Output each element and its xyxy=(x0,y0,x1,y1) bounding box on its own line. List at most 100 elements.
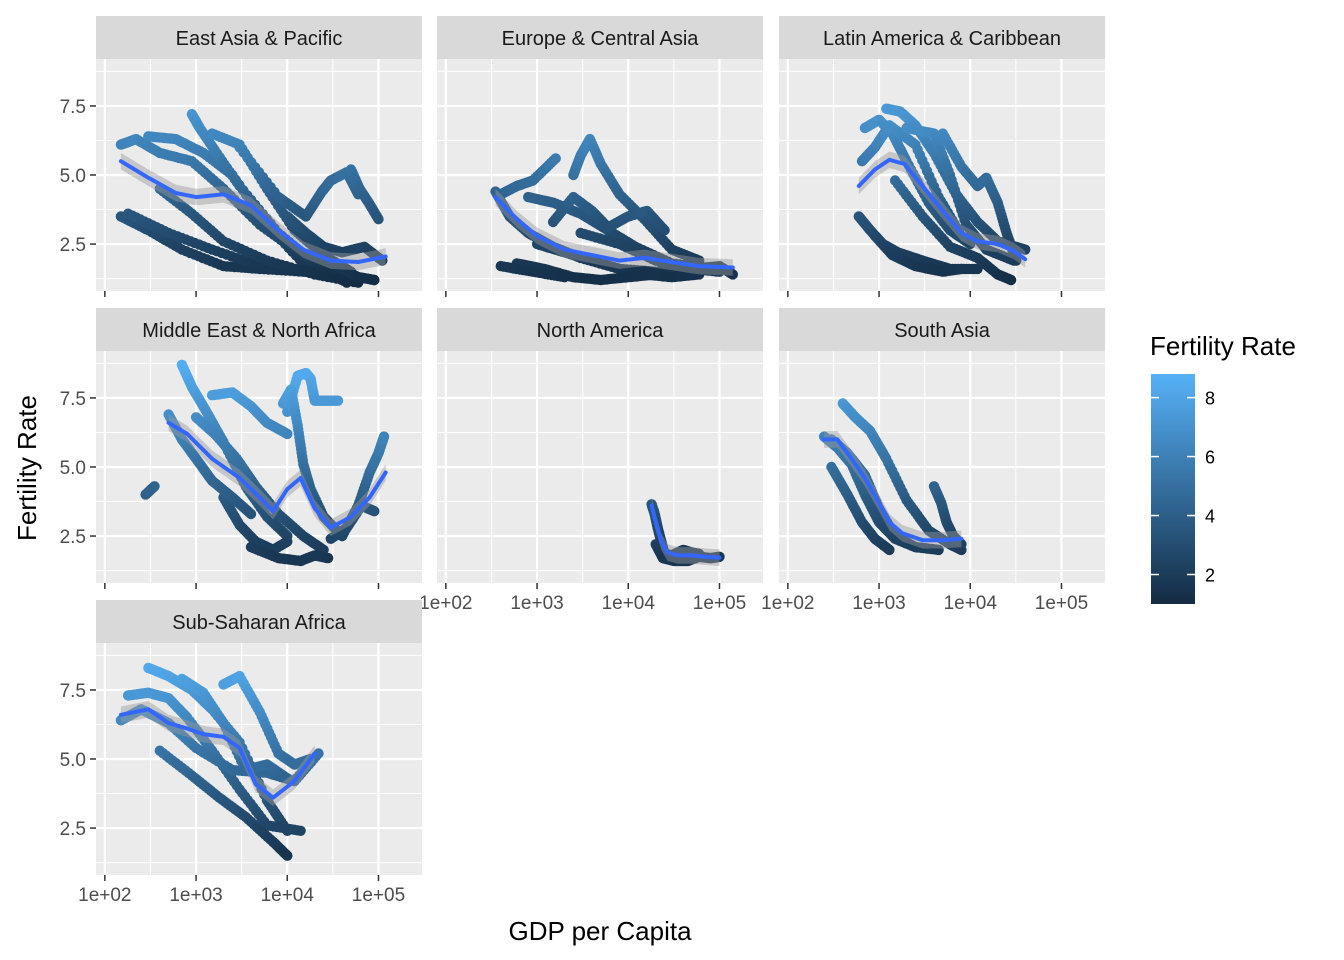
y-axis-title: Fertility Rate xyxy=(12,395,42,541)
color-legend: Fertility Rate 2 4 6 8 xyxy=(1150,331,1296,604)
data-point xyxy=(956,263,967,275)
data-point xyxy=(282,536,293,547)
x-tick-label: 1e+04 xyxy=(261,885,315,906)
smooth-ribbon-north-america xyxy=(651,497,720,566)
legend-tick-label: 8 xyxy=(1205,389,1215,409)
x-tick-label: 1e+03 xyxy=(852,593,905,614)
smooth-line-latin-america-and-caribbean xyxy=(856,157,1028,262)
y-tick-label: 7.5 xyxy=(60,389,86,410)
strip-east-asia-and-pacific xyxy=(96,16,422,59)
smooth-line-sub-saharan-africa xyxy=(118,707,317,800)
strip-label-europe-and-central-asia: Europe & Central Asia xyxy=(502,28,700,50)
points-east-asia-and-pacific xyxy=(115,109,388,288)
y-tick-label: 2.5 xyxy=(60,527,86,548)
y-tick-label: 5.0 xyxy=(60,166,86,187)
points-sub-saharan-africa xyxy=(115,662,324,861)
strip-label-south-asia: South Asia xyxy=(894,320,991,342)
data-point xyxy=(282,428,293,440)
strip-north-america xyxy=(437,308,763,351)
data-point xyxy=(373,214,384,225)
data-point xyxy=(956,539,967,550)
data-point xyxy=(559,272,570,283)
data-point xyxy=(659,225,670,236)
x-tick-label: 1e+02 xyxy=(761,593,814,614)
data-point xyxy=(727,269,738,280)
smooth-ribbon-europe-and-central-asia xyxy=(495,188,733,276)
x-axis-title: GDP per Capita xyxy=(508,916,692,946)
points-europe-and-central-asia xyxy=(490,133,738,286)
panel-middle-east-and-north-africa: Middle East & North Africa 2.5 5.0 7.5 xyxy=(60,308,422,589)
smooth-line-north-america xyxy=(649,503,722,560)
data-point xyxy=(650,269,661,280)
points-middle-east-and-north-africa xyxy=(140,359,390,567)
data-point xyxy=(910,541,921,553)
strip-europe-and-central-asia xyxy=(437,16,763,59)
data-point xyxy=(322,552,334,564)
x-tick-label: 1e+05 xyxy=(693,593,746,614)
data-point xyxy=(884,544,895,556)
data-point xyxy=(933,544,944,556)
data-point xyxy=(245,508,257,520)
data-point xyxy=(149,481,160,492)
data-point xyxy=(1011,255,1022,266)
panel-east-asia-and-pacific: East Asia & Pacific 2.5 5.0 7.5 xyxy=(60,16,422,297)
panel-latin-america-and-caribbean: Latin America & Caribbean xyxy=(779,16,1105,297)
y-tick-label: 7.5 xyxy=(60,681,86,702)
strip-label-sub-saharan-africa: Sub-Saharan Africa xyxy=(172,612,346,634)
smooth-ribbon-south-asia xyxy=(824,431,962,549)
smooth-ribbon-middle-east-and-north-africa xyxy=(168,414,386,536)
legend-ticks: 2 4 6 8 xyxy=(1151,389,1215,586)
data-point xyxy=(714,266,725,277)
facet-panels: East Asia & Pacific 2.5 5.0 7.5 Europe & Cen… xyxy=(60,16,1105,906)
data-point xyxy=(965,238,976,250)
strip-label-middle-east-and-north-africa: Middle East & North Africa xyxy=(142,320,376,342)
smooth-ribbon-east-asia-and-pacific xyxy=(120,152,386,271)
data-point xyxy=(313,748,324,759)
data-point xyxy=(332,395,344,406)
legend-tick-label: 6 xyxy=(1205,448,1215,468)
x-tick-label: 1e+02 xyxy=(78,885,131,906)
data-point xyxy=(369,506,380,517)
legend-tick-label: 2 xyxy=(1205,566,1215,586)
points-latin-america-and-caribbean xyxy=(853,103,1031,286)
legend-tick-label: 4 xyxy=(1205,507,1215,527)
x-tick-label: 1e+04 xyxy=(602,593,656,614)
panel-sub-saharan-africa: Sub-Saharan Africa 2.5 5.0 7.5 1e+02 1e+03 1e+… xyxy=(60,600,422,906)
data-point xyxy=(1019,244,1031,255)
strip-middle-east-and-north-africa xyxy=(96,308,422,351)
panel-south-asia: South Asia 1e+02 1e+03 1e+04 1e+05 xyxy=(761,308,1105,614)
points-north-america xyxy=(646,497,725,567)
panel-north-america: North America 1e+02 1e+03 1e+04 1e+05 xyxy=(419,308,763,614)
data-point xyxy=(295,825,306,836)
panel-europe-and-central-asia: Europe & Central Asia xyxy=(437,16,763,297)
x-tick-label: 1e+04 xyxy=(944,593,998,614)
data-point xyxy=(550,153,561,164)
x-tick-label: 1e+05 xyxy=(1035,593,1088,614)
y-tick-label: 2.5 xyxy=(60,235,86,256)
data-point xyxy=(1005,274,1017,286)
smooth-ribbon-sub-saharan-africa xyxy=(120,701,315,806)
y-tick-label: 5.0 xyxy=(60,458,86,479)
strip-sub-saharan-africa xyxy=(96,600,422,643)
legend-colorbar xyxy=(1151,374,1195,604)
data-point xyxy=(369,274,380,286)
strip-label-east-asia-and-pacific: East Asia & Pacific xyxy=(176,28,343,50)
data-point xyxy=(282,773,293,784)
y-tick-label: 2.5 xyxy=(60,819,86,840)
strip-label-latin-america-and-caribbean: Latin America & Caribbean xyxy=(823,28,1061,50)
strip-latin-america-and-caribbean xyxy=(779,16,1105,59)
x-tick-label: 1e+03 xyxy=(510,593,563,614)
x-tick-label: 1e+05 xyxy=(352,885,405,906)
x-tick-label: 1e+02 xyxy=(419,593,472,614)
data-point xyxy=(282,850,293,861)
strip-label-north-america: North America xyxy=(537,320,665,342)
y-tick-label: 5.0 xyxy=(60,750,86,771)
strip-south-asia xyxy=(779,308,1105,351)
smooth-line-east-asia-and-pacific xyxy=(118,159,388,264)
smooth-line-middle-east-and-north-africa xyxy=(166,420,388,530)
smooth-line-europe-and-central-asia xyxy=(493,195,735,270)
smooth-line-south-asia xyxy=(822,437,964,543)
points-south-asia xyxy=(818,398,967,556)
x-tick-label: 1e+03 xyxy=(169,885,222,906)
